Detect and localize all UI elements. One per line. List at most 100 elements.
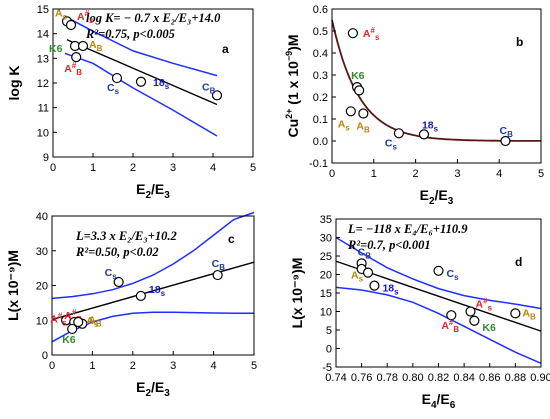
text-span: A — [356, 121, 364, 133]
superscript: # — [483, 297, 488, 306]
text-span: 18 — [149, 284, 161, 296]
subscript: 3 — [164, 388, 170, 399]
x-tick-label: 0.86 — [479, 372, 500, 384]
y-tick-label: 14 — [37, 29, 49, 41]
y-tick-label: 30 — [320, 233, 332, 245]
y-tick-label: 35 — [320, 214, 332, 226]
superscript: # — [72, 61, 77, 70]
text-span: A — [338, 118, 346, 130]
y-tick-label: 11 — [38, 103, 49, 115]
y-tick-label: 30 — [36, 246, 48, 258]
text-span: C — [447, 268, 455, 280]
point-label: AB — [356, 121, 370, 135]
subscript: 2 — [145, 388, 151, 399]
y-tick-label: -0.1 — [309, 158, 328, 170]
text-span: (1 x 10 — [285, 61, 301, 109]
subscript: B — [210, 86, 216, 95]
x-tick-label: 2 — [130, 162, 136, 174]
ci-upper-line — [335, 236, 542, 310]
point-label: A#s — [363, 26, 380, 42]
subscript: B — [219, 263, 225, 272]
subscript: 3 — [448, 196, 454, 207]
y-tick-label: 13 — [37, 53, 49, 65]
point-label: K6 — [62, 334, 76, 346]
point-label: A#s — [77, 9, 94, 25]
y-tick-label: 0.3 — [313, 70, 328, 82]
data-point — [465, 306, 476, 317]
y-axis-label: log K — [6, 66, 22, 101]
text-span: A — [50, 313, 58, 325]
chart-panel-b: -0.10.00.10.20.30.40.50.60 1 2 3 4 5E2/E3Cu2+… — [284, 4, 544, 207]
text-span: E — [136, 379, 145, 395]
data-point — [433, 265, 444, 276]
text-span: /E — [151, 181, 164, 197]
text-span: 18 — [422, 119, 434, 131]
x-tick-label: 0.88 — [505, 372, 526, 384]
data-point — [111, 72, 123, 84]
text-span: A — [55, 7, 63, 19]
data-point — [358, 108, 369, 119]
y-tick-label: 9 — [43, 152, 49, 164]
point-label: AB — [89, 39, 103, 53]
x-tick-label: 5 — [251, 360, 257, 372]
text-span: )M — [285, 34, 301, 50]
point-label: Cs — [105, 267, 118, 281]
text-span: C — [107, 82, 115, 94]
subscript: 4 — [431, 400, 437, 411]
point-label: K6 — [351, 70, 365, 82]
y-tick-label: 0 — [326, 344, 332, 356]
x-tick-label: 1 — [89, 360, 95, 372]
text-span: E — [420, 187, 429, 203]
panel-letter: a — [222, 42, 229, 56]
text-span: /E — [435, 187, 448, 203]
subscript: s — [488, 304, 493, 313]
data-point — [135, 76, 147, 87]
x-tick-label: 0 — [329, 168, 335, 180]
x-axis-label: E2/E3 — [420, 187, 454, 207]
ci-upper-line — [64, 15, 218, 77]
subscript: s — [434, 124, 439, 133]
point-label: AB — [522, 307, 536, 321]
x-tick-label: 0 — [50, 162, 56, 174]
y-tick-label: 0.4 — [313, 48, 328, 60]
data-point — [113, 276, 124, 288]
point-label: A#B — [441, 318, 459, 334]
subscript: B — [507, 130, 513, 139]
subscript: s — [94, 320, 99, 329]
point-label: As — [86, 315, 99, 329]
point-label: Cs — [447, 268, 460, 282]
y-axis-label: L(x 10⁻⁹)M — [289, 258, 305, 329]
regression-line — [66, 39, 218, 106]
point-label: A#s — [476, 297, 493, 313]
regression-stats: R²=0.75, p<0.005 — [85, 27, 175, 41]
y-tick-label: 25 — [320, 251, 332, 263]
data-point — [393, 128, 404, 139]
x-tick-label: 1 — [90, 162, 96, 174]
superscript: # — [58, 311, 63, 320]
text-span: E — [422, 391, 431, 407]
text-span: A — [89, 39, 97, 51]
point-label: 18s — [382, 283, 399, 297]
data-point — [71, 51, 82, 63]
subscript: s — [161, 289, 166, 298]
point-label: 18s — [153, 77, 170, 91]
text-span: /E — [437, 391, 450, 407]
text-span: C — [212, 258, 220, 270]
point-label: 18s — [149, 284, 166, 298]
x-tick-label: 0.76 — [351, 372, 372, 384]
data-point — [469, 315, 480, 326]
y-tick-label: 20 — [320, 270, 332, 282]
x-tick-label: 0 — [49, 360, 55, 372]
point-label: Cs — [107, 82, 120, 96]
regression-equation: L= −118 x E₄/E₆+110.9 — [347, 222, 468, 236]
data-point — [347, 28, 358, 39]
panel-letter: d — [515, 255, 522, 269]
ci-lower-line — [64, 52, 218, 137]
data-point — [362, 267, 374, 278]
text-span: C — [202, 81, 210, 93]
x-tick-label: 0.82 — [428, 372, 449, 384]
subscript: s — [392, 142, 397, 151]
text-span: A — [363, 28, 371, 40]
y-axis-label: L(x 10⁻⁹)M — [5, 250, 21, 321]
